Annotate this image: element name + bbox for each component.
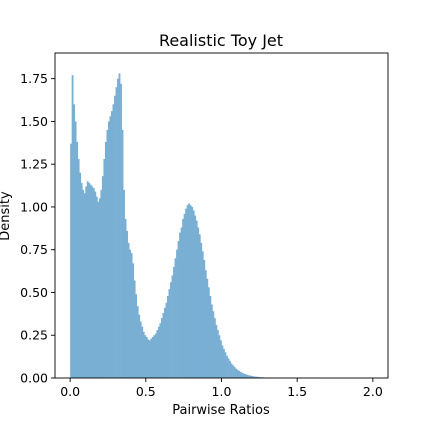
x-tick-label: 1.5 (287, 384, 307, 399)
y-tick-label: 1.50 (20, 114, 48, 129)
x-tick-label: 2.0 (363, 384, 383, 399)
y-tick-label: 1.00 (20, 199, 48, 214)
x-tick-label: 0.0 (60, 384, 80, 399)
y-tick-label: 0.50 (20, 285, 48, 300)
x-tick-label: 0.5 (136, 384, 156, 399)
y-tick-label: 1.75 (20, 71, 48, 86)
y-tick-label: 0.00 (20, 371, 48, 386)
y-axis-label: Density (0, 191, 13, 241)
x-axis-label: Pairwise Ratios (172, 403, 270, 418)
chart-title: Realistic Toy Jet (159, 31, 283, 50)
y-tick-label: 0.75 (20, 242, 48, 257)
y-tick-label: 0.25 (20, 328, 48, 343)
x-tick-label: 1.0 (212, 384, 232, 399)
y-tick-label: 1.25 (20, 157, 48, 172)
